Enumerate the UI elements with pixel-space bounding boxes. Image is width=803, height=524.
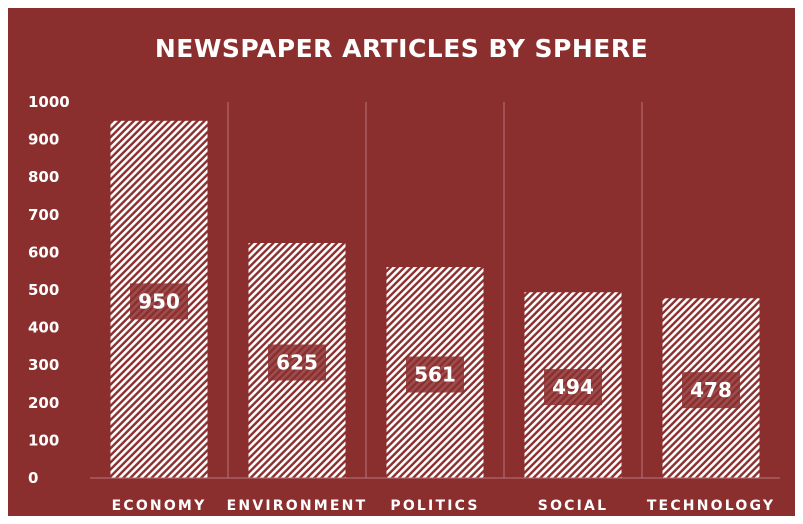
y-tick-label: 300 [28,356,59,374]
y-tick-label: 200 [28,394,59,412]
y-tick-label: 0 [28,469,38,487]
data-label: 478 [690,378,732,402]
chart-title: NEWSPAPER ARTICLES BY SPHERE [154,34,649,63]
axes: 0 100 200 300 400 500 600 700 800 900 1000 ECONOMY E… [28,93,780,514]
data-label-box [406,356,464,393]
x-tick-label: SOCIAL [538,498,608,514]
x-tick-label: ENVIRONMENT [227,498,368,514]
data-label: 950 [138,289,180,313]
data-label: 561 [414,363,456,387]
y-tick-label: 400 [28,319,59,337]
data-labels: 950 625 561 494 478 [130,283,740,409]
data-label-box [682,372,740,409]
y-tick-label: 100 [28,431,59,449]
data-label: 494 [552,375,594,399]
y-tick-label: 900 [28,131,59,149]
x-tick-label: TECHNOLOGY [647,498,775,514]
y-tick-label: 1000 [28,93,70,111]
gridlines [227,102,643,478]
y-tick-label: 700 [28,206,59,224]
bar-chart: 0 100 200 300 400 500 600 700 800 900 1000 ECONOMY E… [28,93,780,514]
y-tick-label: 500 [28,281,59,299]
x-tick-label: POLITICS [390,498,479,514]
y-tick-label: 800 [28,168,59,186]
data-label: 625 [276,351,318,375]
data-label-box [130,283,188,320]
chart-panel: NEWSPAPER ARTICLES BY SPHERE 0 100 200 300 4… [8,8,795,516]
data-label-box [544,369,602,406]
x-tick-label: ECONOMY [112,498,207,514]
y-tick-label: 600 [28,243,59,261]
bars [110,120,760,479]
data-label-box [268,344,326,381]
